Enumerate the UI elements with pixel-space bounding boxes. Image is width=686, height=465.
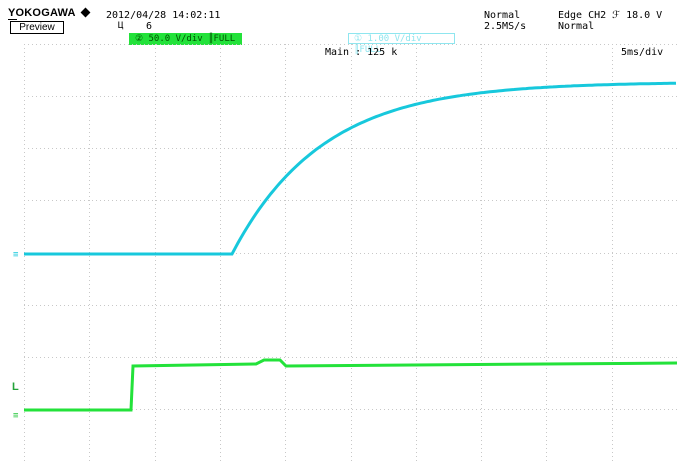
ch2-scale-badge[interactable]: ② 50.0 V/div ║FULL: [129, 33, 242, 45]
timestamp: 2012/04/28 14:02:11: [106, 10, 221, 21]
trigger-condition: Edge CH2 ℱ 18.0 V: [558, 10, 663, 21]
ch2-waveform: [24, 358, 678, 412]
trigger-level-marker-icon[interactable]: L: [12, 381, 19, 393]
preview-label: Preview: [10, 21, 64, 34]
main-record-length: Main : 125 k: [325, 47, 398, 58]
acquisition-mode: Normal: [484, 10, 521, 21]
time-per-division: 5ms/div: [621, 47, 664, 58]
ch1-waveform: [24, 81, 677, 256]
brand-underline: [8, 19, 17, 20]
trigger-mode: Normal: [558, 21, 595, 32]
ch2-ground-marker-icon[interactable]: ≡: [13, 411, 19, 421]
waveform-screen: [24, 44, 678, 462]
ch1-scale-badge[interactable]: ① 1.00 V/div ║FULL: [348, 33, 455, 55]
diamond-logo-icon: [80, 7, 91, 18]
sample-rate: 2.5MS/s: [484, 21, 527, 32]
trigger-status-icon: Ц: [118, 21, 124, 31]
acquisition-count: 6: [146, 21, 153, 32]
brand-logo: YOKOGAWA: [8, 7, 76, 19]
ch1-ground-marker-icon[interactable]: ≡: [13, 250, 19, 260]
waveform-graticule: [24, 44, 678, 462]
